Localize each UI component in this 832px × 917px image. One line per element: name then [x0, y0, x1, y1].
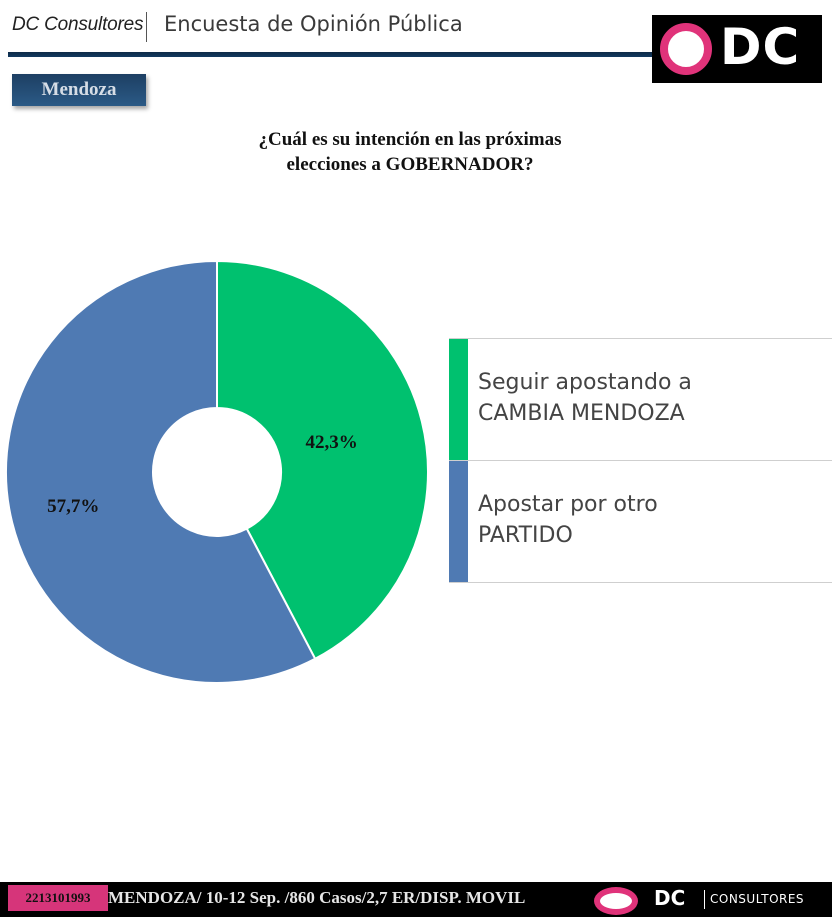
legend-item: Apostar por otro PARTIDO [449, 461, 832, 582]
legend-label-line: CAMBIA MENDOZA [478, 401, 685, 426]
question-line-2: elecciones a GOBERNADOR? [286, 154, 534, 175]
legend-label-line: PARTIDO [478, 523, 573, 548]
footer-separator [704, 890, 705, 909]
page-title: Encuesta de Opinión Pública [164, 12, 463, 36]
data-label: 57,7% [47, 496, 99, 517]
legend-label: Seguir apostando a CAMBIA MENDOZA [478, 367, 818, 429]
header-separator [146, 12, 147, 42]
question-line-1: ¿Cuál es su intención en las próximas [258, 129, 562, 150]
footer-info: MENDOZA/ 10-12 Sep. /860 Casos/2,7 ER/DI… [108, 888, 526, 907]
dc-logo: DC [652, 15, 822, 83]
donut-chart: 42,3% 57,7% [5, 259, 429, 684]
footer-consultores: CONSULTORES [710, 892, 805, 906]
logo-text: DC [720, 18, 801, 76]
chart-question: ¿Cuál es su intención en las próximas el… [140, 127, 680, 177]
legend-item: Seguir apostando a CAMBIA MENDOZA [449, 339, 832, 461]
footer-dc-logo: DC [654, 886, 686, 910]
data-label: 42,3% [305, 432, 357, 453]
brand-name: DC Consultores [12, 14, 144, 35]
chart-legend: Seguir apostando a CAMBIA MENDOZA Aposta… [449, 338, 832, 583]
pie-slice [5, 259, 317, 684]
legend-label: Apostar por otro PARTIDO [478, 489, 818, 551]
pie-slice [216, 259, 429, 661]
footer-bar: 2213101993 MENDOZA/ 10-12 Sep. /860 Caso… [0, 882, 832, 917]
footer-ring-icon [594, 887, 638, 915]
legend-label-line: Seguir apostando a [478, 370, 692, 395]
footer-id: 2213101993 [8, 885, 108, 911]
legend-swatch [449, 339, 468, 460]
header-rule [8, 52, 654, 57]
legend-swatch [449, 461, 468, 582]
logo-ring-icon [660, 23, 712, 75]
region-badge: Mendoza [12, 74, 146, 106]
legend-label-line: Apostar por otro [478, 492, 658, 517]
